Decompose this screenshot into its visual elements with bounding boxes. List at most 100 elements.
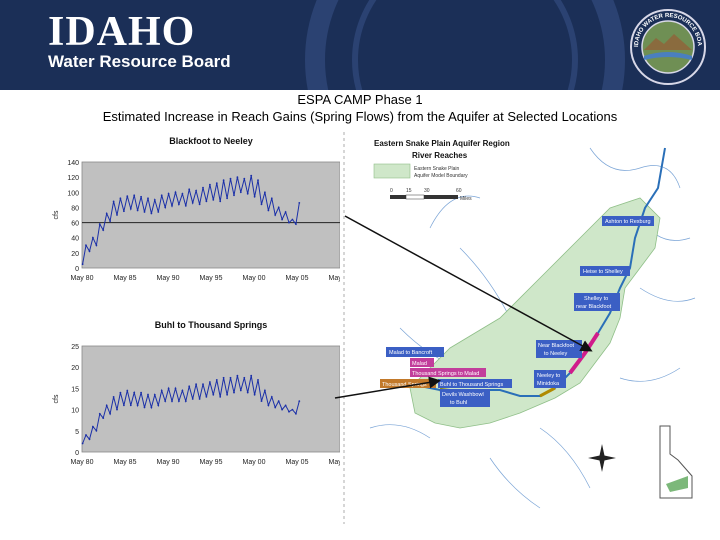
- board-seal-icon: IDAHO WATER RESOURCE BOARD: [628, 8, 706, 85]
- data-point: [233, 194, 235, 197]
- data-point: [264, 389, 266, 392]
- label-neeley-2: Minidoka: [537, 381, 560, 387]
- x-tick-label: May 95: [200, 459, 223, 466]
- y-tick-label: 140: [67, 160, 79, 167]
- data-point: [116, 214, 118, 216]
- map-subtitle: River Reaches: [412, 151, 468, 160]
- data-point: [140, 195, 142, 198]
- data-point: [102, 229, 105, 231]
- label-near-blackfoot-2: to Neeley: [544, 351, 567, 357]
- label-malad: Malad: [412, 361, 427, 367]
- data-point: [295, 412, 297, 415]
- chart-buhl-thousand-springs: Buhl to Thousand Springs 0 5 10 15 20 25 May 80…: [53, 320, 348, 466]
- data-point: [191, 202, 194, 204]
- y-tick-label: 20: [71, 365, 79, 372]
- data-point: [184, 400, 187, 402]
- data-point: [116, 408, 118, 411]
- data-point: [205, 396, 208, 398]
- data-point: [209, 381, 211, 383]
- data-point: [284, 404, 287, 407]
- data-point: [109, 412, 111, 415]
- y-tick-label: 60: [71, 221, 79, 228]
- series-line: [82, 175, 300, 265]
- data-point: [198, 398, 201, 400]
- data-point: [160, 389, 163, 392]
- header-banner: IDAHO Water Resource Board IDAHO WATER R…: [0, 0, 720, 90]
- data-point: [229, 376, 232, 379]
- label-ashton-rexburg: Ashton to Rexburg: [605, 219, 651, 225]
- x-tick-label: May 90: [157, 275, 180, 282]
- y-tick-label: 5: [75, 429, 79, 436]
- label-buhl-thousand: Buhl to Thousand Springs: [440, 382, 503, 388]
- y-tick-label: 40: [71, 236, 79, 243]
- data-point: [92, 236, 94, 239]
- data-point: [133, 391, 136, 394]
- label-heise-shelley: Heise to Shelley: [583, 269, 623, 275]
- data-point: [81, 263, 84, 266]
- logo-title: IDAHO: [48, 9, 196, 55]
- data-point: [226, 197, 229, 200]
- data-point: [222, 376, 225, 379]
- data-point: [277, 206, 280, 209]
- espa-map: Eastern Snake Plain Aquifer Region River…: [340, 128, 702, 528]
- x-tick-label: May 95: [200, 275, 223, 282]
- label-thousand-malad: Thousand Springs to Malad: [412, 371, 479, 377]
- scale-tick-15: 15: [406, 188, 412, 194]
- data-point: [260, 400, 263, 402]
- y-tick-label: 120: [67, 175, 79, 182]
- slide-subtitle: Estimated Increase in Reach Gains (Sprin…: [102, 109, 618, 124]
- label-neeley-1: Neeley to: [537, 373, 560, 379]
- data-point: [219, 396, 222, 398]
- y-axis-label: cfs: [53, 210, 60, 219]
- data-point: [171, 205, 173, 207]
- data-point: [181, 192, 184, 195]
- data-point: [253, 195, 256, 198]
- y-tick-label: 80: [71, 205, 79, 212]
- y-axis-label: cfs: [53, 394, 60, 403]
- data-point: [215, 182, 218, 185]
- data-point: [102, 417, 105, 419]
- x-tick-label: May 90: [157, 459, 180, 466]
- data-point: [233, 391, 235, 394]
- data-point: [129, 404, 132, 407]
- data-point: [167, 192, 170, 195]
- data-point: [191, 398, 194, 400]
- data-point: [281, 408, 283, 411]
- data-point: [219, 200, 222, 203]
- data-point: [126, 195, 129, 197]
- seal-watermark-icon: [305, 0, 625, 90]
- data-point: [253, 393, 256, 396]
- scale-tick-30: 30: [424, 188, 430, 194]
- data-point: [92, 425, 94, 428]
- data-point: [288, 221, 290, 224]
- data-point: [112, 396, 115, 398]
- data-point: [109, 220, 111, 222]
- logo-subtitle: Water Resource Board: [48, 52, 231, 71]
- data-point: [184, 205, 187, 207]
- data-point: [143, 406, 146, 409]
- x-tick-label: May 00: [243, 459, 266, 466]
- slide-title: ESPA CAMP Phase 1: [297, 92, 423, 107]
- data-point: [198, 203, 201, 206]
- data-point: [143, 211, 146, 213]
- data-point: [212, 199, 215, 201]
- data-point: [157, 211, 160, 213]
- data-point: [222, 179, 225, 182]
- label-devils-2: to Buhl: [450, 400, 467, 406]
- x-tick-label: May 10: [329, 275, 348, 282]
- data-point: [246, 391, 249, 394]
- series-line: [82, 375, 300, 444]
- arrow-to-blackfoot-reach: [344, 215, 593, 352]
- scale-tick-0: 0: [390, 188, 393, 194]
- data-point: [157, 404, 160, 407]
- data-point: [160, 194, 163, 197]
- y-tick-label: 15: [71, 386, 79, 393]
- data-point: [257, 179, 259, 182]
- data-point: [129, 208, 132, 210]
- chart-title: Buhl to Thousand Springs: [155, 320, 268, 330]
- data-point: [209, 183, 211, 186]
- scale-bar: [390, 194, 458, 200]
- y-tick-label: 0: [75, 266, 79, 273]
- data-point: [147, 393, 149, 396]
- data-point: [136, 404, 139, 407]
